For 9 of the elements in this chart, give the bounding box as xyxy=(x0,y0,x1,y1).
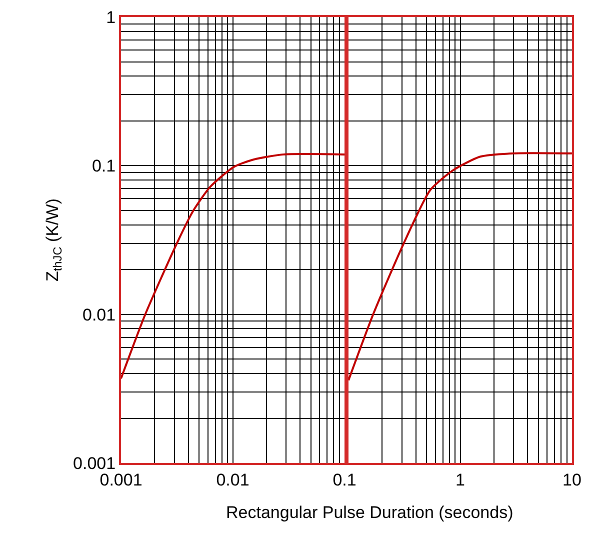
y-tick-label: 0.01 xyxy=(82,305,116,324)
y-tick-label: 0.1 xyxy=(92,156,116,176)
y-tick-label: 0.001 xyxy=(73,454,116,473)
x-axis-title: Rectangular Pulse Duration (seconds) xyxy=(226,503,514,522)
x-tick-label: 10 xyxy=(562,470,582,490)
x-tick-label: 1 xyxy=(456,470,465,490)
x-tick-label: 0.1 xyxy=(332,470,356,490)
x-tick-label: 0.01 xyxy=(216,470,250,490)
y-tick-label: 1 xyxy=(106,8,116,27)
